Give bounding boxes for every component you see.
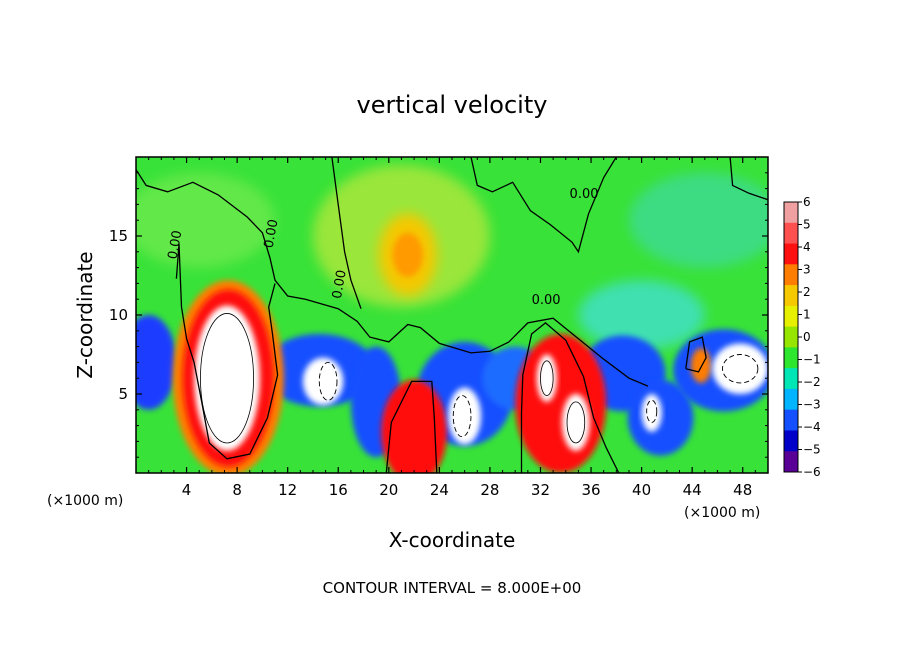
contour-label: 0.00	[532, 293, 561, 308]
x-axis-ticks: 4 8 12 16 20 24 28 32 36 40 44 48	[148, 157, 756, 499]
colorbar-tick-label: −1	[803, 353, 821, 367]
contour-lines	[136, 157, 768, 473]
colorbar-swatch	[784, 368, 798, 390]
y-tick-label: 10	[109, 306, 128, 324]
field-feature	[381, 379, 447, 473]
colorbar-swatch	[784, 388, 798, 411]
x-tick-label: 4	[182, 481, 192, 499]
contour-line	[175, 243, 279, 460]
field-feature	[628, 172, 768, 268]
contour-line	[470, 157, 617, 254]
colorbar-swatch	[784, 326, 798, 348]
colorbar-tick-label: −6	[803, 465, 821, 479]
y-tick-label: 5	[118, 385, 128, 403]
y-tick-label: 15	[109, 227, 128, 245]
velocity-field	[136, 164, 768, 473]
colorbar-swatch	[784, 430, 798, 452]
colorbar-swatch	[784, 243, 798, 265]
chart-title: vertical velocity	[357, 91, 548, 119]
field-feature	[302, 357, 344, 406]
field-feature	[690, 348, 712, 383]
colorbar: 6 5 4 3 2 1 0 −1 −2 −3 −4 −5 −6	[783, 195, 821, 479]
field-feature	[561, 394, 590, 451]
field-feature	[641, 394, 662, 432]
x-tick-label: 12	[278, 481, 297, 499]
colorbar-tick-label: 6	[803, 195, 811, 209]
x-unit-label-right: (×1000 m)	[684, 505, 760, 521]
contour-line-negative	[452, 395, 472, 438]
contour-line	[385, 380, 438, 473]
colorbar-swatch	[784, 202, 798, 224]
y-axis-label: Z-coordinate	[73, 251, 97, 378]
field-feature	[515, 333, 607, 473]
colorbar-swatch	[784, 222, 798, 245]
contour-line	[200, 313, 254, 444]
colorbar-tick-label: 2	[803, 285, 811, 299]
field-feature	[392, 232, 423, 278]
field-feature	[578, 280, 705, 350]
field-feature	[136, 172, 276, 268]
colorbar-swatch	[784, 285, 798, 307]
contour-line	[566, 401, 586, 444]
x-tick-label: 44	[683, 481, 702, 499]
plot-area: 0.00 0.000.000.000.00 4 8 12 16 20 24 28 32 36 40 4…	[109, 156, 769, 499]
contour-line	[540, 360, 554, 396]
colorbar-swatch	[784, 409, 798, 431]
colorbar-swatch	[784, 347, 798, 369]
contour-line	[520, 322, 620, 473]
x-tick-label: 32	[531, 481, 550, 499]
colorbar-swatch	[784, 264, 798, 286]
x-tick-label: 20	[379, 481, 398, 499]
y-axis-ticks: 5 10 15	[109, 172, 768, 458]
field-feature	[536, 354, 557, 402]
contour-label: 0.00	[570, 187, 599, 202]
colorbar-tick-label: 1	[803, 308, 811, 322]
field-feature	[194, 305, 260, 451]
x-tick-label: 48	[733, 481, 752, 499]
colorbar-tick-label: 5	[803, 218, 811, 232]
colorbar-tick-label: −3	[803, 398, 821, 412]
colorbar-tick-label: −2	[803, 375, 821, 389]
colorbar-swatch	[784, 305, 798, 328]
x-tick-label: 40	[632, 481, 651, 499]
field-feature	[448, 387, 482, 445]
x-tick-label: 24	[430, 481, 449, 499]
contour-label: 0.00	[166, 229, 186, 260]
contour-line-negative	[722, 354, 759, 384]
contour-interval-note: CONTOUR INTERVAL = 8.000E+00	[323, 579, 582, 597]
contour-labels: 0.00 0.00 0.00 0.00 0.00	[166, 187, 599, 308]
contour-line-negative	[646, 399, 658, 423]
contour-line-negative	[318, 361, 338, 401]
x-tick-label: 28	[480, 481, 499, 499]
contour-line	[685, 336, 707, 373]
x-tick-label: 36	[581, 481, 600, 499]
colorbar-tick-label: −5	[803, 443, 821, 457]
x-axis-label: X-coordinate	[389, 528, 516, 552]
field-feature	[136, 315, 177, 410]
colorbar-tick-label: 0	[803, 330, 811, 344]
contour-label: 0.00	[330, 269, 350, 300]
colorbar-tick-label: 3	[803, 263, 811, 277]
colorbar-tick-label: −4	[803, 420, 821, 434]
contour-line	[136, 169, 649, 387]
contour-line	[331, 157, 362, 309]
x-tick-label: 8	[232, 481, 242, 499]
colorbar-swatch	[784, 451, 798, 473]
colorbar-tick-label: 4	[803, 240, 811, 254]
x-unit-label: (×1000 m)	[47, 493, 123, 509]
contour-label: 0.00	[262, 218, 282, 249]
x-tick-label: 16	[329, 481, 348, 499]
field-feature	[712, 343, 768, 394]
contour-line	[729, 157, 768, 201]
